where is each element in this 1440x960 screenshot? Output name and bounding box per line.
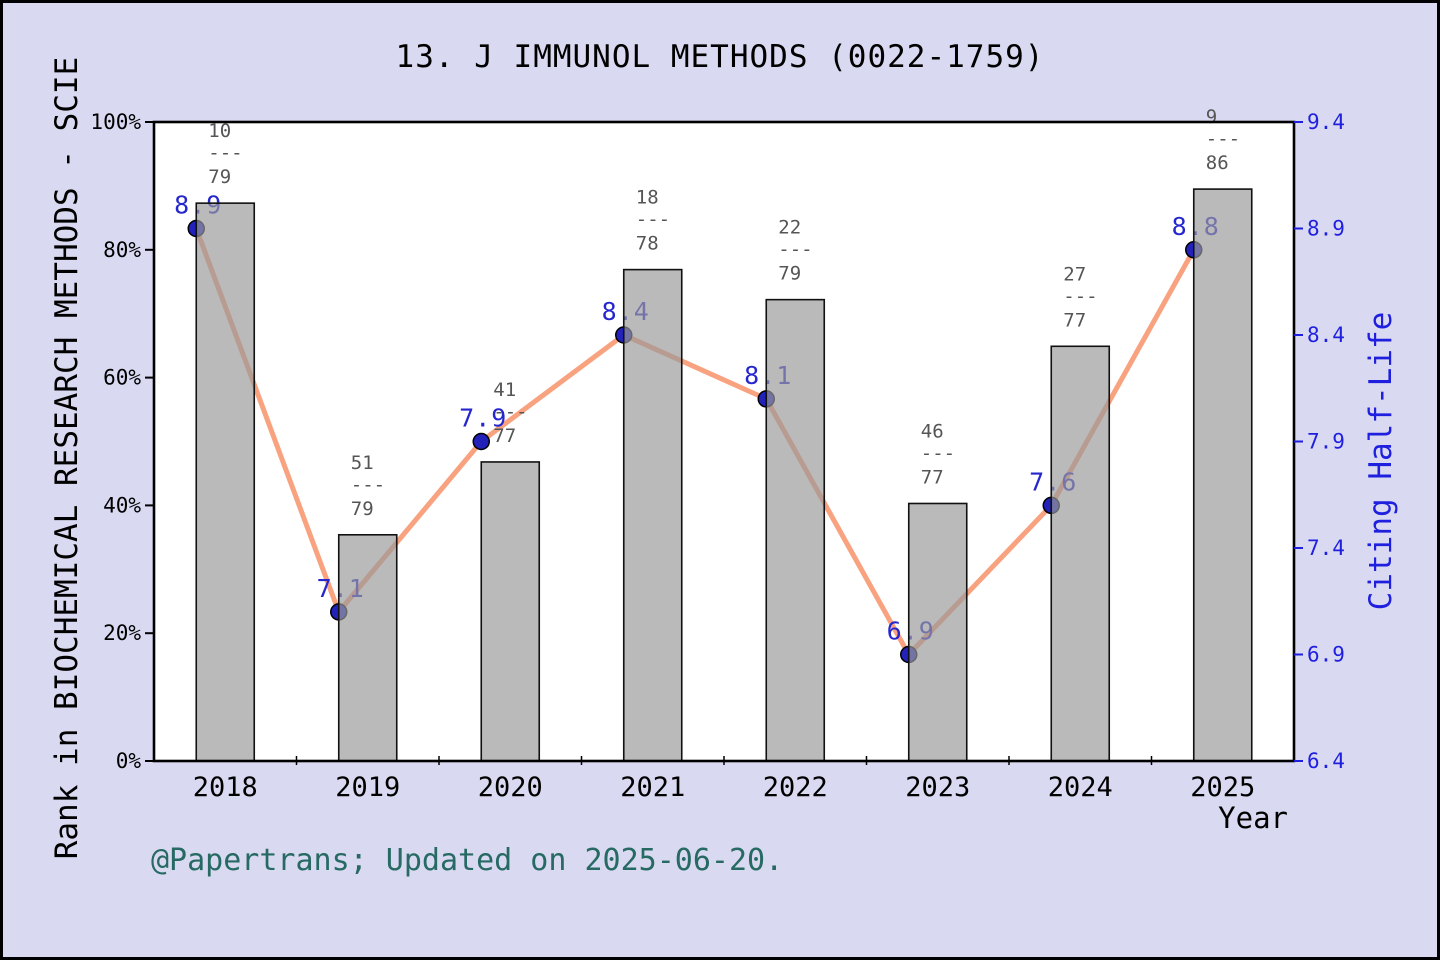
x-axis-title: Year bbox=[1218, 801, 1288, 835]
rank-denominator-2019: 79 bbox=[351, 498, 374, 520]
x-tick-label-2019: 2019 bbox=[335, 772, 400, 803]
bar-2021 bbox=[622, 268, 683, 762]
rank-fraction-bar-2022: --- bbox=[778, 239, 812, 261]
plot-area: 8.97.17.98.48.16.97.68.810---7951---7941… bbox=[90, 106, 1345, 803]
right-tick-label: 8.9 bbox=[1307, 217, 1345, 241]
rank-fraction-bar-2019: --- bbox=[351, 474, 385, 496]
rank-fraction-bar-2021: --- bbox=[636, 209, 670, 231]
x-tick-label-2024: 2024 bbox=[1048, 772, 1113, 803]
credit-caption: @Papertrans; Updated on 2025-06-20. bbox=[151, 843, 784, 878]
right-tick-label: 9.4 bbox=[1307, 110, 1345, 134]
rank-denominator-2020: 77 bbox=[493, 425, 516, 447]
rank-denominator-2025: 86 bbox=[1206, 152, 1229, 174]
left-tick-label: 40% bbox=[103, 493, 141, 517]
rank-numerator-2021: 18 bbox=[636, 187, 659, 209]
rank-denominator-2018: 79 bbox=[208, 166, 231, 188]
x-tick-label-2025: 2025 bbox=[1190, 772, 1255, 803]
bar-2024 bbox=[1050, 345, 1111, 762]
right-tick-label: 7.4 bbox=[1307, 536, 1345, 560]
left-tick-label: 20% bbox=[103, 621, 141, 645]
rank-fraction-bar-2020: --- bbox=[493, 401, 527, 423]
rank-numerator-2020: 41 bbox=[493, 379, 516, 401]
rank-denominator-2023: 77 bbox=[921, 466, 944, 488]
x-tick-label-2021: 2021 bbox=[620, 772, 685, 803]
bar-2023 bbox=[907, 502, 968, 762]
x-tick-label-2022: 2022 bbox=[763, 772, 828, 803]
right-tick-label: 6.9 bbox=[1307, 643, 1345, 667]
left-tick-label: 80% bbox=[103, 238, 141, 262]
rank-numerator-2024: 27 bbox=[1063, 263, 1086, 285]
rank-denominator-2024: 77 bbox=[1063, 309, 1086, 331]
point-label-2020: 7.9 bbox=[459, 404, 507, 433]
rank-fraction-bar-2018: --- bbox=[208, 142, 242, 164]
bar-2019 bbox=[337, 533, 398, 762]
left-tick-label: 60% bbox=[103, 366, 141, 390]
bar-2018 bbox=[195, 202, 256, 762]
rank-fraction-bar-2023: --- bbox=[921, 442, 955, 464]
rank-numerator-2019: 51 bbox=[351, 452, 374, 474]
right-tick-label: 8.4 bbox=[1307, 323, 1345, 347]
bar-2022 bbox=[765, 298, 826, 762]
left-tick-label: 0% bbox=[116, 749, 142, 773]
rank-numerator-2022: 22 bbox=[778, 217, 801, 239]
x-tick-label-2023: 2023 bbox=[905, 772, 970, 803]
chart-title: 13. J IMMUNOL METHODS (0022-1759) bbox=[395, 39, 1045, 75]
bar-2025 bbox=[1192, 188, 1253, 762]
right-tick-label: 6.4 bbox=[1307, 749, 1345, 773]
bar-2020 bbox=[480, 461, 541, 762]
rank-fraction-bar-2024: --- bbox=[1063, 285, 1097, 307]
rank-fraction-bar-2025: --- bbox=[1206, 128, 1240, 150]
rank-numerator-2018: 10 bbox=[208, 120, 231, 142]
x-tick-label-2020: 2020 bbox=[478, 772, 543, 803]
x-tick-label-2018: 2018 bbox=[193, 772, 258, 803]
rank-numerator-2025: 9 bbox=[1206, 106, 1217, 128]
rank-denominator-2022: 79 bbox=[778, 263, 801, 285]
plot-background bbox=[154, 122, 1294, 761]
right-tick-label: 7.9 bbox=[1307, 430, 1345, 454]
left-tick-label: 100% bbox=[90, 110, 141, 134]
marker-2020 bbox=[472, 432, 490, 451]
rank-denominator-2021: 78 bbox=[636, 233, 659, 255]
rank-numerator-2023: 46 bbox=[921, 420, 944, 442]
